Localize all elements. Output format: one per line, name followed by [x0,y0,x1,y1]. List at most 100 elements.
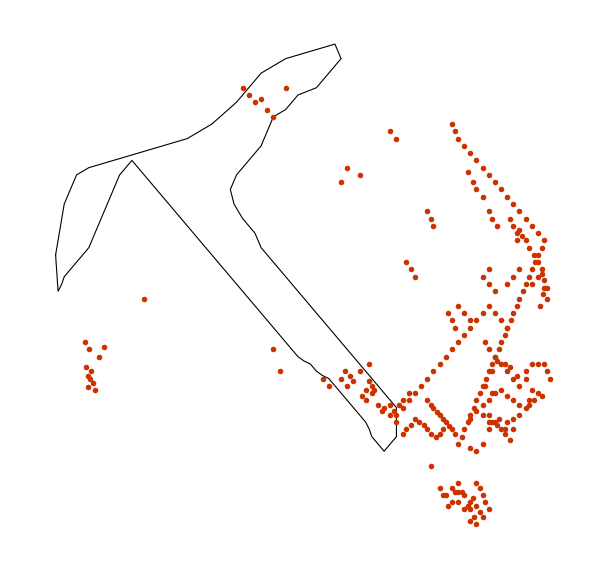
Point [492,222,502,231]
Point [380,403,389,412]
Point [484,279,493,289]
Point [496,337,506,346]
Point [502,192,512,201]
Point [465,149,475,158]
Point [490,389,499,398]
Point [490,352,499,361]
Point [250,98,260,107]
Point [533,228,543,237]
Point [494,415,504,424]
Point [398,396,407,405]
Point [490,287,499,296]
Point [527,386,536,395]
Point [269,345,278,354]
Point [505,214,514,223]
Point [256,95,266,104]
Point [426,429,436,438]
Point [447,498,457,507]
Point [324,381,334,390]
Point [244,90,253,99]
Point [500,425,510,434]
Point [340,367,349,376]
Point [389,406,399,415]
Point [423,425,432,434]
Point [488,214,497,223]
Point [521,367,530,376]
Point [88,378,97,387]
Point [386,400,395,409]
Point [443,502,453,511]
Point [515,294,524,303]
Point [484,265,493,274]
Point [386,410,395,419]
Point [536,301,545,310]
Point [355,170,364,179]
Point [484,425,493,434]
Point [508,222,518,231]
Point [508,425,518,434]
Point [508,272,518,281]
Point [367,389,377,398]
Point [451,487,460,496]
Point [494,345,504,354]
Point [496,185,506,194]
Point [377,406,386,415]
Point [404,396,414,405]
Point [529,396,539,405]
Point [515,207,524,216]
Point [361,386,371,395]
Point [468,178,477,187]
Point [410,415,420,424]
Point [484,367,493,376]
Point [86,367,96,376]
Point [537,243,547,252]
Point [505,362,514,371]
Point [460,141,469,151]
Point [502,367,512,376]
Point [441,352,451,361]
Point [490,178,499,187]
Point [465,516,475,525]
Point [392,134,401,143]
Point [542,294,551,303]
Point [429,403,438,412]
Point [490,308,499,318]
Point [99,342,108,351]
Point [471,519,481,528]
Point [502,391,512,400]
Point [496,425,506,434]
Point [519,287,528,296]
Point [83,371,92,380]
Point [343,163,352,172]
Point [478,410,488,419]
Point [447,316,457,325]
Point [471,396,481,405]
Point [392,417,401,427]
Point [402,425,411,434]
Point [505,435,514,444]
Point [429,367,438,376]
Point [521,374,530,383]
Point [94,352,104,361]
Point [538,290,548,299]
Point [484,301,493,310]
Point [345,371,355,380]
Point [476,389,485,398]
Point [502,279,512,289]
Point [343,381,352,390]
Point [82,362,91,371]
Point [482,374,491,383]
Point [432,407,442,416]
Point [478,272,488,281]
Point [447,345,457,354]
Point [460,505,469,514]
Point [463,168,473,177]
Point [488,417,497,427]
Point [515,265,524,274]
Point [529,250,539,260]
Point [463,502,473,511]
Point [524,243,534,252]
Point [426,214,436,223]
Point [423,396,432,405]
Point [465,415,475,424]
